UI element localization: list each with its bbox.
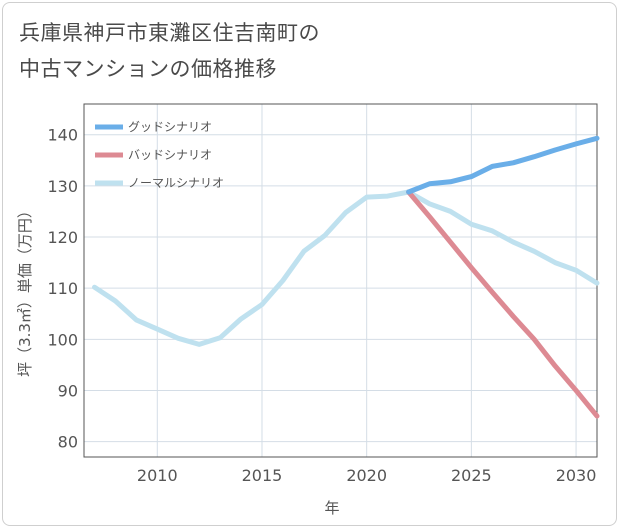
y-tick-label: 130 [47, 177, 78, 196]
y-tick-label: 120 [47, 228, 78, 247]
y-tick-label: 90 [58, 381, 78, 400]
x-tick-label: 2010 [137, 466, 178, 485]
x-tick-label: 2025 [451, 466, 492, 485]
y-tick-labels: 80 90 100 110 120 130 140 [47, 126, 78, 452]
legend-label: ノーマルシナリオ [128, 176, 224, 190]
series-line-2 [406, 189, 600, 419]
x-tick-label: 2015 [242, 466, 283, 485]
series-line-3 [92, 189, 600, 347]
y-tick-label: 100 [47, 330, 78, 349]
x-tick-label: 2020 [346, 466, 387, 485]
series-line-1 [406, 135, 600, 195]
y-axis-label: 坪（3.3㎡）単価（万円） [16, 203, 34, 377]
chart-title-line2: 中古マンションの価格推移 [19, 57, 277, 81]
grid [84, 104, 597, 457]
x-axis-label: 年 [324, 499, 339, 517]
series-lines [92, 135, 600, 419]
chart-title-line1: 兵庫県神戸市東灘区住吉南町の [19, 21, 320, 45]
x-tick-labels: 2010 2015 2020 2025 2030 [137, 466, 596, 485]
x-tick-label: 2030 [556, 466, 597, 485]
y-tick-label: 80 [58, 433, 78, 452]
legend-label: グッドシナリオ [128, 120, 212, 134]
chart-card: 兵庫県神戸市東灘区住吉南町の 中古マンションの価格推移 [2, 2, 617, 526]
y-tick-label: 110 [47, 279, 78, 298]
y-tick-label: 140 [47, 126, 78, 145]
legend-label: バッドシナリオ [128, 148, 212, 162]
